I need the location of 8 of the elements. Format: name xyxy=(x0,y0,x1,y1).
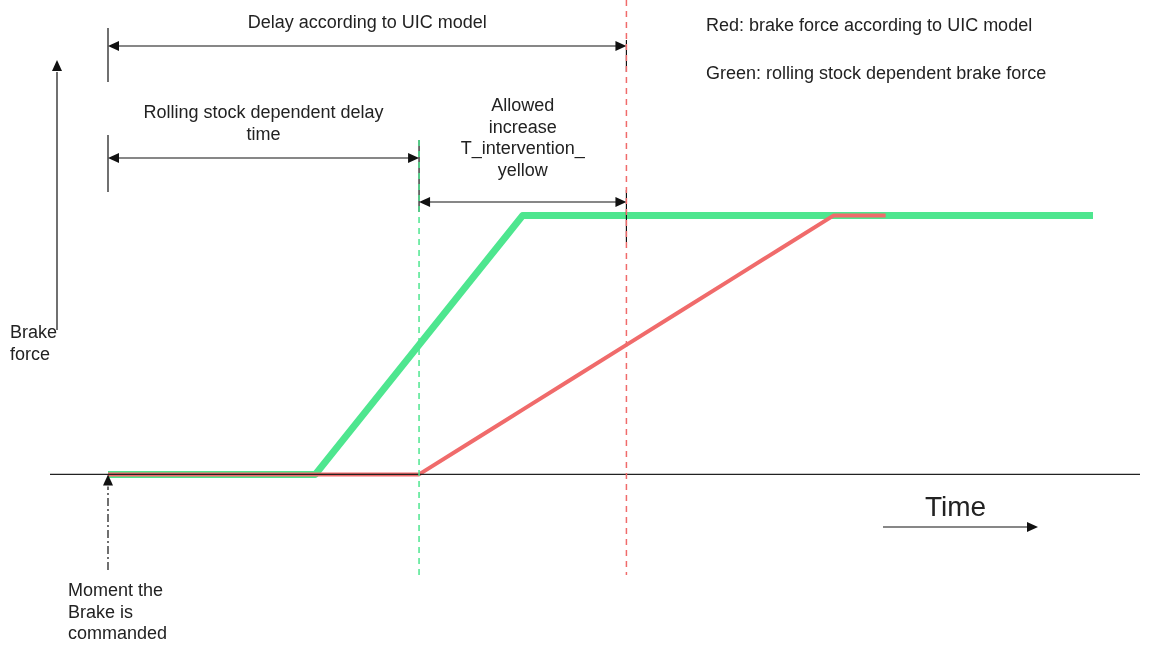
text: Rolling stock dependent delay time xyxy=(142,102,385,146)
y-axis-title: Brake force xyxy=(10,322,59,366)
x-axis-title: Time xyxy=(925,490,987,524)
text: Green: rolling stock dependent brake force xyxy=(706,63,1047,85)
text: Red: brake force according to UIC model xyxy=(706,15,1033,37)
text: Allowed increase T_intervention_ yellow xyxy=(460,95,585,182)
text: Moment the Brake is commanded xyxy=(68,580,169,645)
text: Delay according to UIC model xyxy=(246,12,488,34)
